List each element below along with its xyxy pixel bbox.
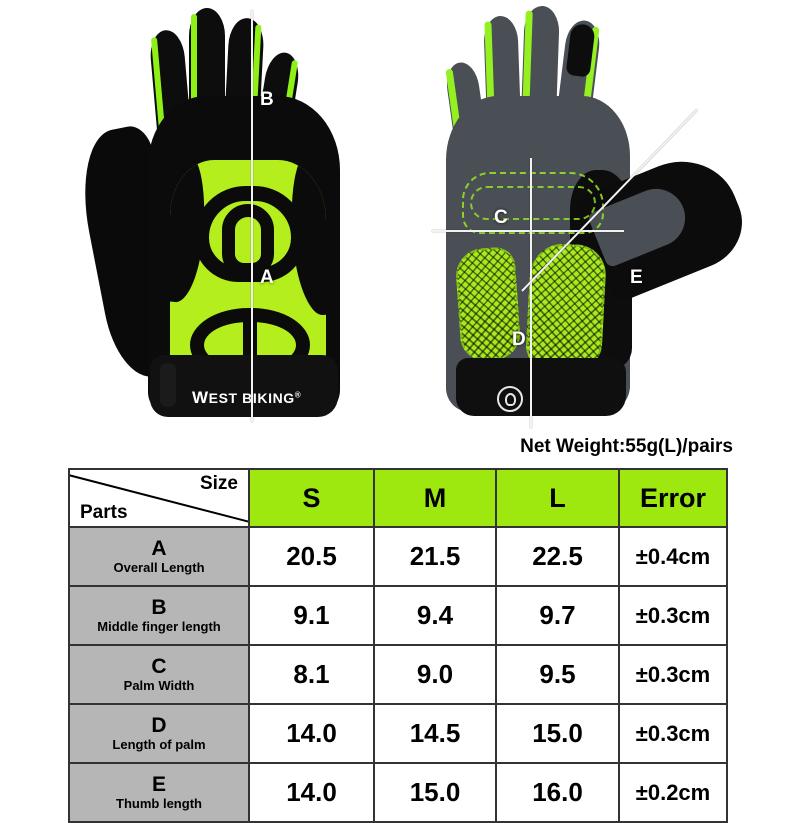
part-desc: Palm Width <box>123 677 195 693</box>
part-letter: C <box>151 655 167 679</box>
table-row: C Palm Width 8.1 9.0 9.5 ±0.3cm <box>68 644 728 705</box>
glove-back-view: WEST BIKING® B A <box>70 0 408 445</box>
cell-d-s: 14.0 <box>248 703 375 764</box>
cell-c-m: 9.0 <box>373 644 497 705</box>
palm-gel-pad-right <box>524 242 608 374</box>
header-size-label: Size <box>199 473 238 494</box>
row-label-a: A Overall Length <box>68 526 250 587</box>
measure-line-d <box>530 158 532 428</box>
part-desc: Middle finger length <box>97 618 221 634</box>
size-table-body: A Overall Length 20.5 21.5 22.5 ±0.4cm B… <box>68 526 728 823</box>
measure-label-b: B <box>260 89 274 110</box>
table-row: E Thumb length 14.0 15.0 16.0 ±0.2cm <box>68 762 728 823</box>
header-parts-label: Parts <box>80 502 128 523</box>
table-row: D Length of palm 14.0 14.5 15.0 ±0.3cm <box>68 703 728 764</box>
header-size-l: L <box>495 468 620 528</box>
cell-e-s: 14.0 <box>248 762 375 823</box>
cell-b-s: 9.1 <box>248 585 375 646</box>
finger-welt-green <box>191 14 197 160</box>
cell-b-l: 9.7 <box>495 585 620 646</box>
measure-label-e: E <box>630 267 643 288</box>
cell-e-m: 15.0 <box>373 762 497 823</box>
cell-d-m: 14.5 <box>373 703 497 764</box>
header-corner-cell: Size Parts <box>68 468 250 528</box>
cell-b-m: 9.4 <box>373 585 497 646</box>
glove-palm-view: C D E <box>412 0 756 445</box>
cell-a-s: 20.5 <box>248 526 375 587</box>
part-desc: Thumb length <box>116 795 202 811</box>
header-size-s: S <box>248 468 375 528</box>
cell-c-s: 8.1 <box>248 644 375 705</box>
table-header-row: Size Parts S M L Error <box>68 468 728 528</box>
header-size-error: Error <box>618 468 728 528</box>
measure-label-d: D <box>512 329 526 350</box>
palm-stitching-outline <box>462 172 604 234</box>
cell-d-l: 15.0 <box>495 703 620 764</box>
cell-d-error: ±0.3cm <box>618 703 728 764</box>
cell-b-error: ±0.3cm <box>618 585 728 646</box>
palm-stitching-inner <box>470 186 596 220</box>
cell-a-l: 22.5 <box>495 526 620 587</box>
table-row: B Middle finger length 9.1 9.4 9.7 ±0.3c… <box>68 585 728 646</box>
net-weight-text: Net Weight:55g(L)/pairs <box>520 436 733 457</box>
measure-line-c <box>432 230 624 232</box>
row-label-d: D Length of palm <box>68 703 250 764</box>
cell-c-l: 9.5 <box>495 644 620 705</box>
loop-graphic-inner <box>222 204 274 276</box>
brand-logo: WEST BIKING® <box>192 388 302 407</box>
glove-back-green-panel <box>170 160 326 388</box>
row-label-e: E Thumb length <box>68 762 250 823</box>
cell-e-l: 16.0 <box>495 762 620 823</box>
header-size-m: M <box>373 468 497 528</box>
wrist-emblem-icon <box>497 386 523 412</box>
row-label-c: C Palm Width <box>68 644 250 705</box>
part-desc: Overall Length <box>113 559 205 575</box>
size-chart: Size Parts S M L Error A Overall Length … <box>68 468 728 823</box>
cell-a-error: ±0.4cm <box>618 526 728 587</box>
cell-c-error: ±0.3cm <box>618 644 728 705</box>
measure-line-a <box>251 10 253 422</box>
measure-label-c: C <box>494 207 508 228</box>
size-table: Size Parts S M L Error A Overall Length … <box>68 468 728 823</box>
glove-palm-cuff <box>456 358 626 416</box>
measure-label-a: A <box>260 267 274 288</box>
cell-e-error: ±0.2cm <box>618 762 728 823</box>
part-letter: B <box>151 596 167 620</box>
part-letter: E <box>151 773 166 797</box>
row-label-b: B Middle finger length <box>68 585 250 646</box>
table-row: A Overall Length 20.5 21.5 22.5 ±0.4cm <box>68 526 728 587</box>
part-desc: Length of palm <box>112 736 206 752</box>
cell-a-m: 21.5 <box>373 526 497 587</box>
part-letter: A <box>151 537 167 561</box>
glove-back-cuff <box>150 355 338 417</box>
part-letter: D <box>151 714 167 738</box>
product-image-area: WEST BIKING® B A C D E Net Weight:55g(L)… <box>0 0 801 462</box>
